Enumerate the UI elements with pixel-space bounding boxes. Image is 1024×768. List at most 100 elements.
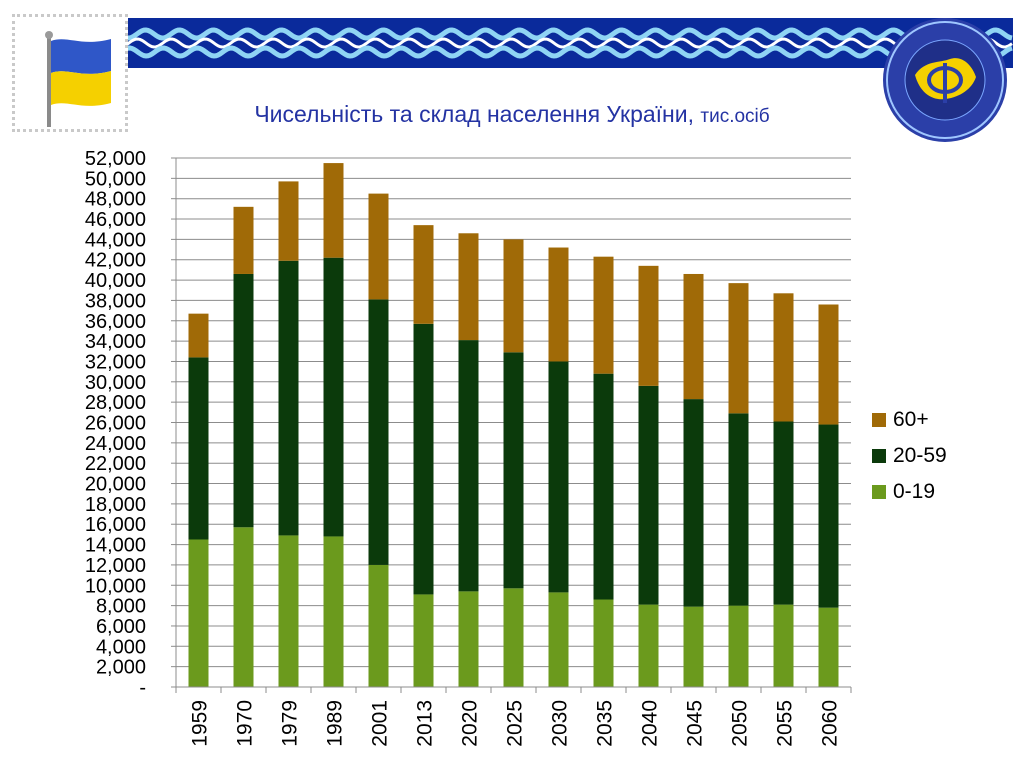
institute-emblem-icon <box>880 15 1010 145</box>
bar-segment-0-19 <box>188 539 209 687</box>
slide-title-text: Чисельність та склад населення України, <box>254 101 694 127</box>
bar-segment-20-59 <box>728 413 749 606</box>
bar-segment-0-19 <box>683 606 704 687</box>
x-tick-label: 2050 <box>729 700 752 747</box>
bar-segment-0-19 <box>818 607 839 687</box>
y-tick-label: 42,000 <box>85 250 146 272</box>
legend-label: 60+ <box>893 408 929 431</box>
wave-line <box>120 45 1013 59</box>
x-tick-label: 2025 <box>504 700 527 747</box>
bar-segment-0-19 <box>503 588 524 687</box>
x-tick-label: 2055 <box>774 700 797 747</box>
bar-segment-0-19 <box>638 604 659 687</box>
header-banner <box>120 18 1013 68</box>
y-tick-label: 50,000 <box>85 168 146 190</box>
x-tick-label: 2035 <box>594 700 617 747</box>
bar-segment-20-59 <box>548 361 569 593</box>
bar-segment-60+ <box>593 256 614 374</box>
y-tick-label: 26,000 <box>85 413 146 435</box>
bar-segment-20-59 <box>458 340 479 592</box>
y-tick-label: 24,000 <box>85 433 146 455</box>
bar-segment-0-19 <box>368 564 389 687</box>
y-tick-label: 30,000 <box>85 372 146 394</box>
bar-segment-60+ <box>503 239 524 353</box>
bar-segment-0-19 <box>548 592 569 687</box>
y-tick-label: 46,000 <box>85 209 146 231</box>
bar-segment-0-19 <box>458 591 479 687</box>
y-tick-label: 18,000 <box>85 494 146 516</box>
wave-decoration <box>120 27 1013 59</box>
legend-swatch <box>872 449 886 463</box>
x-tick-label: 1979 <box>279 700 302 747</box>
bar-segment-20-59 <box>323 257 344 537</box>
x-tick-label: 2030 <box>549 700 572 747</box>
wave-line <box>120 27 1013 41</box>
bar-segment-20-59 <box>638 385 659 605</box>
bar-segment-0-19 <box>233 527 254 687</box>
bar-segment-20-59 <box>773 421 794 605</box>
wave-line <box>120 37 1013 49</box>
bar-segment-20-59 <box>683 399 704 607</box>
bar-segment-60+ <box>413 225 434 324</box>
bar-segment-60+ <box>548 247 569 362</box>
bar-segment-0-19 <box>413 594 434 687</box>
x-tick-label: 1970 <box>234 700 257 747</box>
bar-segment-60+ <box>323 163 344 258</box>
x-tick-label: 2040 <box>639 700 662 747</box>
bar-segment-60+ <box>638 265 659 386</box>
x-tick-label: 2020 <box>459 700 482 747</box>
y-tick-label: 8,000 <box>96 596 146 618</box>
bar-segment-20-59 <box>503 352 524 589</box>
slide-title: Чисельність та склад населення України, … <box>0 101 1024 128</box>
bar-segment-60+ <box>818 304 839 425</box>
y-tick-label: 14,000 <box>85 535 146 557</box>
y-tick-label: 32,000 <box>85 351 146 373</box>
y-tick-label: 52,000 <box>85 148 146 170</box>
bar-segment-60+ <box>278 181 299 261</box>
y-tick-label: 2,000 <box>96 657 146 679</box>
bar-segment-20-59 <box>368 299 389 565</box>
y-tick-label: 4,000 <box>96 636 146 658</box>
bar-segment-20-59 <box>188 357 209 540</box>
y-tick-label: 20,000 <box>85 474 146 496</box>
y-tick-label: 44,000 <box>85 229 146 251</box>
chart-legend: 60+ 20-59 0-19 <box>872 402 947 510</box>
bar-segment-20-59 <box>413 323 434 595</box>
legend-item: 0-19 <box>872 474 947 510</box>
legend-label: 0-19 <box>893 480 936 503</box>
bar-segment-60+ <box>773 293 794 422</box>
y-tick-label: 40,000 <box>85 270 146 292</box>
legend-item: 20-59 <box>872 438 947 474</box>
y-tick-label: - <box>139 677 146 699</box>
y-tick-label: 48,000 <box>85 189 146 211</box>
y-tick-label: 38,000 <box>85 290 146 312</box>
bar-segment-60+ <box>728 283 749 414</box>
bar-segment-0-19 <box>278 535 299 687</box>
bar-segment-60+ <box>368 193 389 300</box>
bar-segment-0-19 <box>593 599 614 687</box>
bar-segment-20-59 <box>593 373 614 600</box>
x-tick-label: 1989 <box>324 700 347 747</box>
x-tick-label: 1959 <box>189 700 212 747</box>
x-tick-label: 2013 <box>414 700 437 747</box>
bar-segment-0-19 <box>323 536 344 687</box>
legend-item: 60+ <box>872 402 947 438</box>
bar-segment-20-59 <box>233 273 254 528</box>
y-tick-label: 6,000 <box>96 616 146 638</box>
bar-segment-60+ <box>683 273 704 400</box>
x-tick-label: 2001 <box>369 700 392 747</box>
y-tick-label: 34,000 <box>85 331 146 353</box>
bar-segment-20-59 <box>278 260 299 536</box>
bar-segment-60+ <box>458 233 479 341</box>
bar-segment-20-59 <box>818 424 839 608</box>
flag-frame <box>12 14 128 132</box>
bar-segment-0-19 <box>773 604 794 687</box>
legend-swatch <box>872 485 886 499</box>
y-tick-label: 36,000 <box>85 311 146 333</box>
bar-segment-60+ <box>233 206 254 274</box>
x-tick-label: 2060 <box>819 700 842 747</box>
y-tick-label: 16,000 <box>85 514 146 536</box>
y-tick-label: 22,000 <box>85 453 146 475</box>
legend-label: 20-59 <box>893 444 947 467</box>
